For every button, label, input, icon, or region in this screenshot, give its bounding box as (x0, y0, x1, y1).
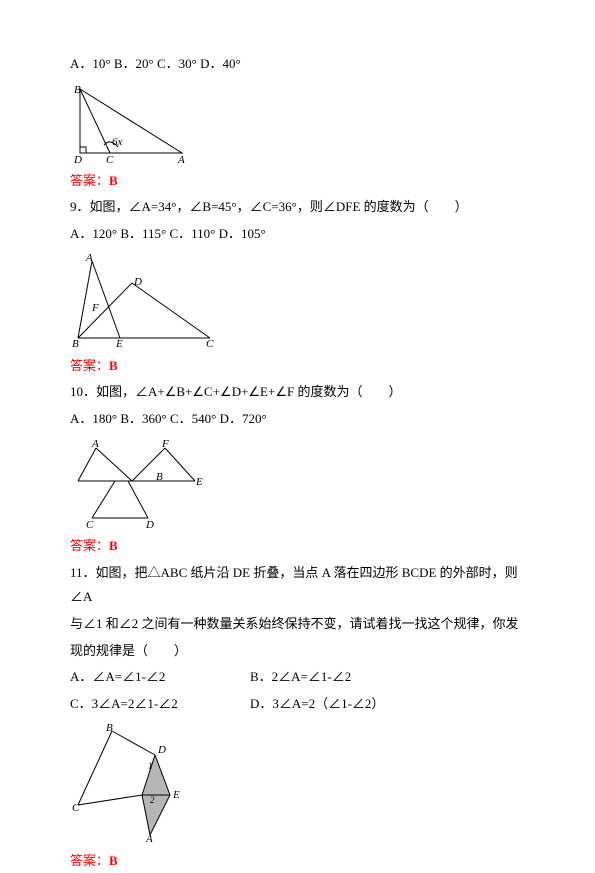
q10-label-c: C (86, 519, 94, 528)
q11-label-2: 2 (150, 795, 155, 805)
q11-answer-label: 答案： (70, 853, 109, 868)
q11-opt-a: A．∠A=∠1-∠2 (70, 665, 250, 690)
q10-figure: A F B E C D (70, 438, 525, 528)
q9-answer: B (109, 358, 118, 373)
q10-options: A．180° B．360° C．540° D．720° (70, 407, 525, 432)
q8-angle-label: 6x (112, 136, 123, 148)
q11-figure: B C D E A 1 2 (70, 723, 525, 843)
q8-label-c: C (106, 154, 114, 163)
q11-answer: B (109, 853, 118, 868)
q9-label-e: E (115, 338, 123, 348)
q11-options-row2: C．3∠A=2∠1-∠2D．3∠A=2（∠1-∠2） (70, 692, 525, 717)
q8-answer-label: 答案： (70, 173, 109, 188)
q9-answer-line: 答案：B (70, 354, 525, 379)
q8-answer-line: 答案：B (70, 169, 525, 194)
q9-options: A．120° B．115° C．110° D．105° (70, 222, 525, 247)
q10-text: 10．如图，∠A+∠B+∠C+∠D+∠E+∠F 的度数为（ ） (70, 380, 525, 405)
q11-label-1: 1 (148, 761, 153, 771)
q9-answer-label: 答案： (70, 358, 109, 373)
q11-text1: 11．如图，把△ABC 纸片沿 DE 折叠，当点 A 落在四边形 BCDE 的外… (70, 561, 525, 610)
q8-label-a: A (177, 154, 185, 163)
q8-options: A．10° B．20° C．30° D．40° (70, 52, 525, 77)
q11-label-b: B (106, 723, 113, 734)
q8-label-b: B (74, 84, 81, 96)
q11-opt-d: D．3∠A=2（∠1-∠2） (250, 696, 384, 711)
q9-text: 9．如图，∠A=34°，∠B=45°，∠C=36°，则∠DFE 的度数为（ ） (70, 195, 525, 220)
q10-label-a: A (91, 438, 99, 450)
q11-opt-c: C．3∠A=2∠1-∠2 (70, 692, 250, 717)
q8-label-d: D (73, 154, 82, 163)
q10-label-d: D (145, 519, 154, 528)
q11-opt-b: B．2∠A=∠1-∠2 (250, 669, 351, 684)
q9-label-c: C (206, 338, 214, 348)
q10-answer-label: 答案： (70, 538, 109, 553)
q10-answer-line: 答案：B (70, 534, 525, 559)
q9-label-a: A (85, 253, 93, 264)
q11-label-e: E (172, 789, 180, 801)
q10-label-b: B (156, 471, 163, 483)
q9-figure: A D F B E C (70, 253, 525, 348)
q9-label-b: B (72, 338, 79, 348)
q11-answer-line: 答案：B (70, 849, 525, 873)
q11-label-a: A (145, 833, 153, 843)
q8-figure: B 6x D C A (70, 83, 525, 163)
q8-answer: B (109, 173, 118, 188)
q11-text2: 与∠1 和∠2 之间有一种数量关系始终保持不变，请试着找一找这个规律，你发 (70, 612, 525, 637)
q9-label-f: F (91, 302, 99, 314)
q10-label-f: F (161, 438, 169, 450)
q10-label-e: E (195, 476, 203, 488)
q9-label-d: D (133, 276, 142, 288)
q11-options-row1: A．∠A=∠1-∠2B．2∠A=∠1-∠2 (70, 665, 525, 690)
q11-label-d: D (157, 744, 166, 756)
q11-label-c: C (72, 802, 80, 814)
q10-answer: B (109, 538, 118, 553)
q11-text3: 现的规律是（ ） (70, 639, 525, 664)
